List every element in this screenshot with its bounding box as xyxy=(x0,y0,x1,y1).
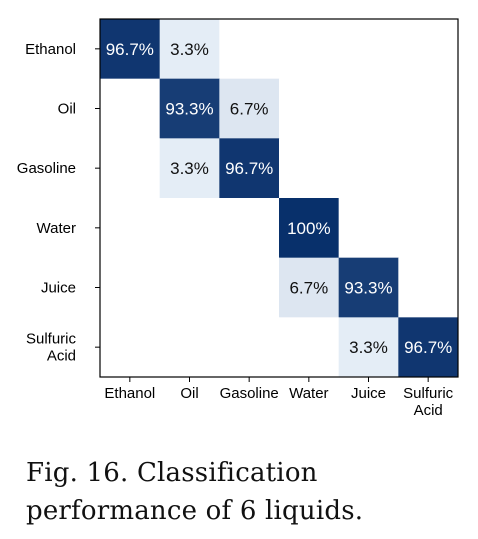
heatmap-cell xyxy=(338,138,399,199)
heatmap-cell xyxy=(279,19,340,80)
heatmap-cell xyxy=(219,257,280,318)
cell-value-label: 96.7% xyxy=(106,40,154,59)
y-axis-tick-label: Acid xyxy=(47,348,76,365)
x-axis-tick-label: Acid xyxy=(414,402,443,419)
heatmap-cell xyxy=(159,19,220,80)
heatmap-cell xyxy=(219,317,280,378)
heatmap-cell xyxy=(279,198,340,259)
heatmap-cell xyxy=(100,257,161,318)
confusion-matrix-chart: 96.7% 3.3% 93.3% 6.7% 3.3% 96.7% 100% 6.7% 93.3%… xyxy=(17,18,459,419)
x-axis-tick-label: Water xyxy=(289,385,328,402)
x-axis-tick-label: Juice xyxy=(351,385,386,402)
heatmap-cell xyxy=(100,138,161,199)
heatmap-cell xyxy=(100,78,161,139)
heatmap-cell xyxy=(100,317,161,378)
cell-value-label: 96.7% xyxy=(225,159,273,178)
x-axis-tick-label: Ethanol xyxy=(104,385,155,402)
heatmap-cell xyxy=(279,317,340,378)
heatmap-cell xyxy=(398,317,459,378)
plot-frame xyxy=(99,18,459,378)
heatmap-cell xyxy=(219,78,280,139)
heatmap-cell xyxy=(159,78,220,139)
heatmap-cell xyxy=(219,138,280,199)
heatmap-cell xyxy=(100,19,161,80)
heatmap-cell xyxy=(159,317,220,378)
heatmap-cell xyxy=(398,138,459,199)
heatmap-cell xyxy=(279,138,340,199)
heatmap-cell xyxy=(338,19,399,80)
heatmap-cell xyxy=(219,198,280,259)
cell-value-label: 3.3% xyxy=(170,40,209,59)
heatmap-cell xyxy=(398,257,459,318)
y-axis-tick-label: Gasoline xyxy=(17,160,76,177)
x-axis-tick-label: Sulfuric xyxy=(403,385,454,402)
heatmap-cell xyxy=(338,198,399,259)
cell-value-label: 100% xyxy=(287,219,330,238)
y-axis-tick-label: Ethanol xyxy=(25,41,76,58)
heatmap-cell xyxy=(398,198,459,259)
heatmap-cell xyxy=(398,19,459,80)
heatmap-cell xyxy=(279,257,340,318)
heatmap-cell xyxy=(338,257,399,318)
heatmap-cell xyxy=(338,317,399,378)
cell-value-label: 3.3% xyxy=(349,338,388,357)
heatmap-cell xyxy=(338,78,399,139)
cell-value-label: 96.7% xyxy=(404,338,452,357)
x-axis-tick-label: Gasoline xyxy=(220,385,279,402)
cell-value-label: 93.3% xyxy=(344,279,392,298)
y-axis-tick-label: Sulfuric xyxy=(26,331,77,348)
heatmap-cell xyxy=(159,257,220,318)
cell-value-label: 3.3% xyxy=(170,159,209,178)
y-axis-tick-label: Water xyxy=(37,220,76,237)
heatmap-cell xyxy=(159,138,220,199)
x-axis-tick-label: Oil xyxy=(180,385,198,402)
cell-value-label: 6.7% xyxy=(289,279,328,298)
y-axis-tick-label: Juice xyxy=(41,280,76,297)
heatmap-cell xyxy=(279,78,340,139)
heatmap-cell xyxy=(100,198,161,259)
heatmap-cell xyxy=(219,19,280,80)
heatmap-cell xyxy=(159,198,220,259)
cell-value-label: 93.3% xyxy=(165,100,213,119)
y-axis-tick-label: Oil xyxy=(58,101,76,118)
heatmap-cell xyxy=(398,78,459,139)
figure-caption: Fig. 16. Classification performance of 6… xyxy=(26,458,364,526)
cell-value-label: 6.7% xyxy=(230,100,269,119)
